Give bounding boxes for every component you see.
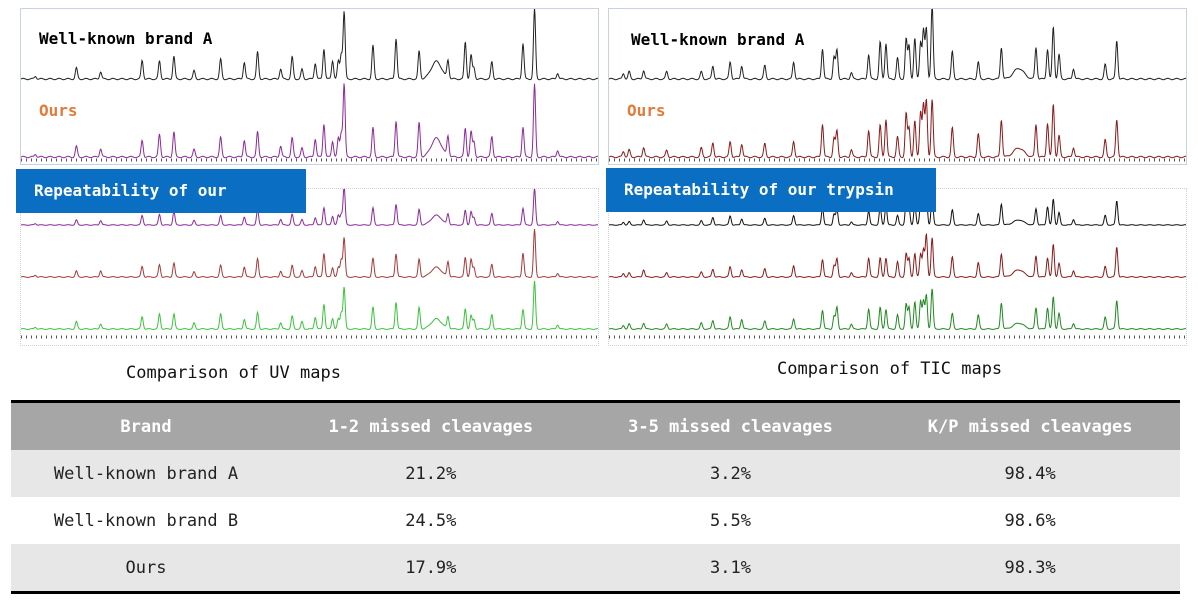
value-cell: 17.9%	[280, 544, 581, 593]
missed-cleavage-table: Brand 1-2 missed cleavages 3-5 missed cl…	[11, 400, 1180, 594]
uv-repeatability-banner: Repeatability of our trypsin	[16, 169, 306, 244]
table-row: Ours 17.9% 3.1% 98.3%	[11, 544, 1180, 593]
brand-cell: Well-known brand A	[11, 450, 281, 497]
table-row: Well-known brand A 21.2% 3.2% 98.4%	[11, 450, 1180, 497]
tic-comparison-chromatograms	[609, 9, 1186, 162]
tic-ours-label: Ours	[627, 101, 666, 120]
trace-well-known-brand-a	[21, 9, 598, 81]
header-3-5-missed: 3-5 missed cleavages	[580, 401, 881, 450]
uv-repeatability-panel	[20, 188, 599, 346]
brand-cell: Well-known brand B	[11, 497, 281, 544]
header-brand: Brand	[11, 401, 281, 450]
tic-brand-a-label: Well-known brand A	[631, 30, 805, 49]
trace-ours	[21, 83, 598, 159]
header-kp-missed: K/P missed cleavages	[880, 401, 1180, 450]
value-cell: 98.6%	[880, 497, 1180, 544]
table-row: Well-known brand B 24.5% 5.5% 98.6%	[11, 497, 1180, 544]
tic-repeatability-panel	[608, 188, 1187, 346]
value-cell: 24.5%	[280, 497, 581, 544]
trace-ours	[609, 98, 1186, 159]
trace-repeat-2	[609, 232, 1186, 278]
trace-repeat-1	[609, 193, 1186, 226]
brand-cell: Ours	[11, 544, 281, 593]
value-cell: 98.4%	[880, 450, 1180, 497]
tic-repeatability-banner: Repeatability of our trypsin	[606, 168, 936, 212]
uv-repeatability-chromatograms	[21, 189, 598, 339]
trace-repeat-1	[21, 189, 598, 226]
tic-comparison-panel: Well-known brand A Ours	[608, 8, 1187, 165]
value-cell: 21.2%	[280, 450, 581, 497]
trace-repeat-2	[21, 229, 598, 278]
trace-well-known-brand-a	[609, 9, 1186, 81]
uv-brand-a-label: Well-known brand A	[39, 29, 213, 48]
value-cell: 5.5%	[580, 497, 881, 544]
uv-comparison-panel: Well-known brand A Ours	[20, 8, 599, 165]
trace-repeat-3	[21, 280, 598, 330]
tic-caption: Comparison of TIC maps	[777, 359, 1003, 379]
uv-ours-label: Ours	[39, 101, 78, 120]
header-1-2-missed: 1-2 missed cleavages	[280, 401, 581, 450]
tic-repeatability-chromatograms	[609, 193, 1186, 339]
value-cell: 3.1%	[580, 544, 881, 593]
table-header-row: Brand 1-2 missed cleavages 3-5 missed cl…	[11, 401, 1180, 450]
value-cell: 3.2%	[580, 450, 881, 497]
value-cell: 98.3%	[880, 544, 1180, 593]
uv-caption: Comparison of UV maps	[126, 363, 341, 383]
uv-comparison-chromatograms	[21, 9, 598, 162]
trace-repeat-3	[609, 288, 1186, 330]
